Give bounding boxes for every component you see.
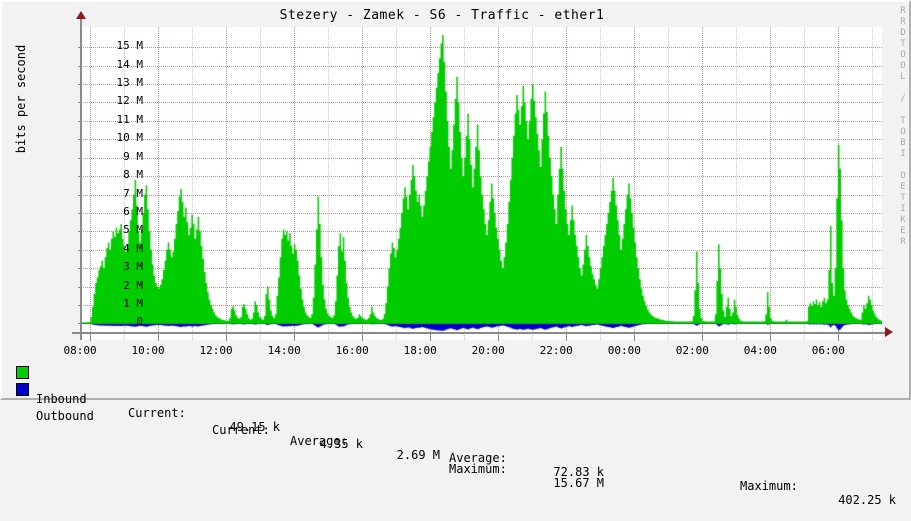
x-tick-mark bbox=[633, 332, 635, 341]
y-tick-label: 4 M bbox=[123, 241, 143, 255]
zero-line bbox=[81, 323, 882, 325]
x-tick-label: 08:00 bbox=[63, 344, 97, 357]
y-tick-mark bbox=[78, 120, 82, 122]
x-tick-mark bbox=[157, 332, 159, 341]
x-tick-label: 18:00 bbox=[403, 344, 437, 357]
x-tick-label: 22:00 bbox=[539, 344, 573, 357]
y-tick-label: 5 M bbox=[123, 223, 143, 237]
y-tick-mark bbox=[78, 305, 82, 307]
y-tick-mark bbox=[78, 157, 82, 159]
x-tick-label: 02:00 bbox=[675, 344, 709, 357]
y-tick-mark bbox=[78, 139, 82, 141]
y-tick-label: 9 M bbox=[123, 149, 143, 163]
y-tick-mark bbox=[78, 323, 82, 325]
y-axis-label: bits per second bbox=[14, 44, 28, 154]
series-canvas bbox=[81, 27, 882, 340]
y-tick-label: 14 M bbox=[116, 57, 144, 71]
x-tick-label: 10:00 bbox=[131, 344, 165, 357]
graph-window: Stezery - Zamek - S6 - Traffic - ether1 … bbox=[0, 0, 911, 507]
x-tick-mark bbox=[701, 332, 703, 341]
inbound-color-swatch bbox=[16, 366, 29, 379]
page-title: Stezery - Zamek - S6 - Traffic - ether1 bbox=[279, 8, 605, 23]
x-tick-label: 14:00 bbox=[267, 344, 301, 357]
outbound-average-value: 72.83 k bbox=[553, 465, 604, 479]
x-tick-mark bbox=[769, 332, 771, 341]
x-tick-mark bbox=[293, 332, 295, 341]
y-tick-label: 12 M bbox=[116, 94, 144, 108]
y-tick-mark bbox=[78, 212, 82, 214]
inbound-average-value: 2.69 M bbox=[396, 448, 440, 462]
x-axis-arrow-icon bbox=[885, 327, 893, 337]
y-axis bbox=[80, 18, 82, 340]
x-tick-label: 04:00 bbox=[743, 344, 777, 357]
y-tick-label: 6 M bbox=[123, 204, 143, 218]
y-tick-mark bbox=[78, 84, 82, 86]
y-tick-label: 15 M bbox=[116, 39, 144, 53]
y-tick-mark bbox=[78, 286, 82, 288]
x-tick-mark bbox=[89, 332, 91, 341]
x-axis bbox=[72, 332, 887, 334]
x-tick-label: 12:00 bbox=[199, 344, 233, 357]
x-tick-mark bbox=[429, 332, 431, 341]
y-tick-mark bbox=[78, 194, 82, 196]
y-tick-mark bbox=[78, 102, 82, 104]
y-tick-label: 11 M bbox=[116, 112, 144, 126]
y-tick-label: 7 M bbox=[123, 186, 143, 200]
outbound-current-value: 4.35 k bbox=[319, 437, 363, 451]
y-tick-label: 3 M bbox=[123, 260, 143, 274]
x-tick-label: 16:00 bbox=[335, 344, 369, 357]
legend-row-outbound: Outbound Current: 4.35 k Average: 72.83 … bbox=[12, 381, 902, 507]
y-tick-mark bbox=[78, 231, 82, 233]
x-tick-mark bbox=[497, 332, 499, 341]
y-tick-mark bbox=[78, 65, 82, 67]
legend-row-inbound: Inbound Current: 49.15 k Average: 2.69 M… bbox=[12, 364, 902, 490]
outbound-average-label: Average: bbox=[449, 451, 507, 465]
x-tick-mark bbox=[225, 332, 227, 341]
y-tick-label: 2 M bbox=[123, 278, 143, 292]
outbound-current-label: Current: bbox=[212, 423, 270, 437]
y-tick-label: 10 M bbox=[116, 131, 144, 145]
y-tick-label: 0 bbox=[136, 315, 143, 329]
y-tick-mark bbox=[78, 249, 82, 251]
y-tick-mark bbox=[78, 47, 82, 49]
y-tick-mark bbox=[78, 176, 82, 178]
x-tick-mark bbox=[361, 332, 363, 341]
x-tick-label: 20:00 bbox=[471, 344, 505, 357]
outbound-color-swatch bbox=[16, 383, 29, 396]
x-tick-label: 06:00 bbox=[811, 344, 845, 357]
x-tick-mark bbox=[837, 332, 839, 341]
plot-area: 0 1 M 2 M 3 M 4 M 5 M 6 M 7 M 8 M 9 M 10 M 11 M 12 M… bbox=[64, 11, 893, 357]
y-tick-mark bbox=[78, 268, 82, 270]
x-tick-mark bbox=[565, 332, 567, 341]
y-tick-label: 8 M bbox=[123, 168, 143, 182]
rrdtool-watermark: RRDTOOL / TOBI OETIKER bbox=[898, 6, 908, 248]
legend: Inbound Current: 49.15 k Average: 2.69 M… bbox=[12, 364, 902, 507]
y-tick-label: 13 M bbox=[116, 76, 144, 90]
y-tick-label: 1 M bbox=[123, 297, 143, 311]
outbound-maximum-value: 402.25 k bbox=[838, 493, 896, 507]
outbound-label: Outbound bbox=[36, 409, 94, 423]
outbound-maximum-label: Maximum: bbox=[740, 479, 798, 493]
x-tick-label: 00:00 bbox=[607, 344, 641, 357]
y-axis-arrow-icon bbox=[76, 11, 86, 19]
inbound-current-label: Current: bbox=[128, 406, 186, 420]
